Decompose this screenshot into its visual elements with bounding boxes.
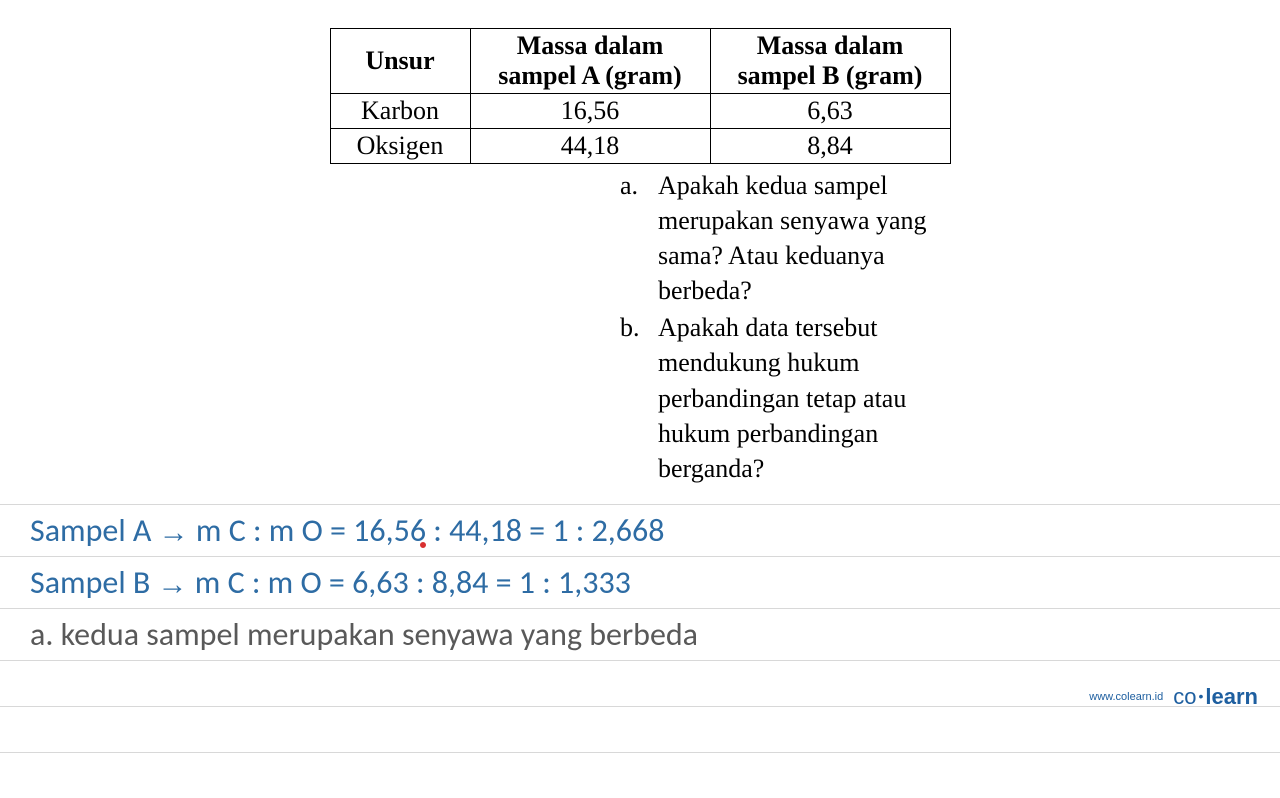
ruled-line [0, 660, 1280, 706]
questions-list: a. Apakah kedua sampel merupakan senyawa… [330, 168, 950, 486]
footer-url: www.colearn.id [1089, 691, 1163, 703]
answer-body: m C : m O = 6,63 : 8,84 = 1 : 1,333 [195, 563, 631, 602]
cell-sampel-a: 16,56 [470, 94, 710, 129]
answer-prefix: Sampel A [30, 511, 151, 550]
arrow-icon: → [158, 568, 188, 602]
col-header-label: sampel A (gram) [498, 61, 681, 90]
ruled-line [0, 752, 1280, 798]
logo-dot-icon: • [1199, 688, 1204, 704]
col-header-sampel-a: Massa dalam sampel A (gram) [470, 29, 710, 94]
col-header-unsur: Unsur [330, 29, 470, 94]
logo-part2: learn [1205, 684, 1258, 709]
col-header-label: Massa dalam [757, 31, 904, 60]
question-item-a: a. Apakah kedua sampel merupakan senyawa… [620, 168, 950, 308]
table-row: Karbon 16,56 6,63 [330, 94, 950, 129]
table-header-row: Unsur Massa dalam sampel A (gram) Massa … [330, 29, 950, 94]
cell-unsur: Oksigen [330, 129, 470, 164]
cell-sampel-b: 8,84 [710, 129, 950, 164]
footer: www.colearn.id co•learn [1089, 684, 1258, 710]
col-header-label: Unsur [365, 46, 434, 75]
question-letter: a. [620, 168, 658, 308]
data-table: Unsur Massa dalam sampel A (gram) Massa … [330, 28, 951, 164]
footer-logo: co•learn [1173, 684, 1258, 710]
logo-part1: co [1173, 684, 1196, 709]
answer-prefix: Sampel B [30, 563, 150, 602]
pointer-dot-icon [419, 541, 427, 549]
question-item-b: b. Apakah data tersebut mendukung hukum … [620, 310, 950, 485]
conclusion-text: a. kedua sampel merupakan senyawa yang b… [30, 615, 698, 654]
answer-line-sampel-b: Sampel B → m C : m O = 6,63 : 8,84 = 1 :… [0, 556, 1280, 608]
question-letter: b. [620, 310, 658, 485]
col-header-label: Massa dalam [517, 31, 664, 60]
col-header-label: sampel B (gram) [738, 61, 923, 90]
question-text: Apakah data tersebut mendukung hukum per… [658, 310, 950, 485]
answer-body: m C : m O = 16,56 : 44,18 = 1 : 2,668 [196, 511, 665, 550]
ruled-line [0, 706, 1280, 752]
question-text: Apakah kedua sampel merupakan senyawa ya… [658, 168, 950, 308]
cell-unsur: Karbon [330, 94, 470, 129]
table-row: Oksigen 44,18 8,84 [330, 129, 950, 164]
worked-solution: Sampel A → m C : m O = 16,56 : 44,18 = 1… [0, 504, 1280, 798]
cell-sampel-a: 44,18 [470, 129, 710, 164]
content-wrapper: Unsur Massa dalam sampel A (gram) Massa … [0, 0, 1280, 798]
col-header-sampel-b: Massa dalam sampel B (gram) [710, 29, 950, 94]
arrow-icon: → [159, 516, 189, 550]
conclusion-line: a. kedua sampel merupakan senyawa yang b… [0, 608, 1280, 660]
answer-line-sampel-a: Sampel A → m C : m O = 16,56 : 44,18 = 1… [0, 504, 1280, 556]
cell-sampel-b: 6,63 [710, 94, 950, 129]
